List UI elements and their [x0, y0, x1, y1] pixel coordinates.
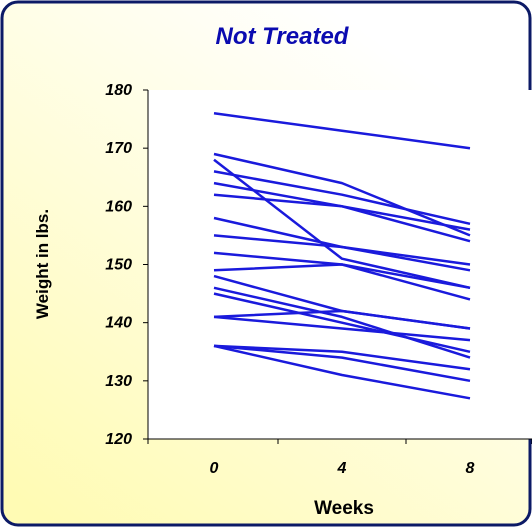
y-tick-label: 120 — [105, 431, 132, 448]
series-line-10 — [213, 263, 471, 301]
axes: 120 130 140 150 160 170 180 0 4 8 — [105, 82, 532, 477]
y-tick-label: 180 — [105, 82, 132, 99]
x-axis-label: Weeks — [314, 498, 374, 519]
series-line-1 — [213, 112, 471, 150]
series-line-3 — [213, 158, 471, 290]
x-tick-label: 4 — [337, 460, 347, 477]
y-tick-label: 170 — [105, 140, 132, 157]
series-line-18 — [213, 344, 471, 400]
x-tick-label: 8 — [466, 460, 475, 477]
series-line-15 — [213, 315, 471, 342]
series-line-8 — [213, 234, 471, 266]
series-group — [213, 112, 471, 400]
y-tick-label: 140 — [105, 315, 132, 332]
series-line-2 — [213, 152, 471, 237]
x-tick-label: 0 — [210, 460, 219, 477]
y-tick-label: 160 — [105, 198, 132, 215]
series-line-16 — [213, 344, 471, 371]
series-line-17 — [213, 344, 471, 383]
y-tick-label: 130 — [105, 373, 132, 390]
chart-title: Not Treated — [216, 23, 350, 50]
series-line-12 — [213, 286, 471, 359]
series-line-6 — [213, 193, 471, 231]
y-axis-label: Weight in lbs. — [33, 209, 52, 319]
series-line-13 — [213, 292, 471, 354]
series-line-14 — [213, 309, 471, 330]
series-line-4 — [213, 170, 471, 226]
y-tick-label: 150 — [105, 257, 132, 274]
